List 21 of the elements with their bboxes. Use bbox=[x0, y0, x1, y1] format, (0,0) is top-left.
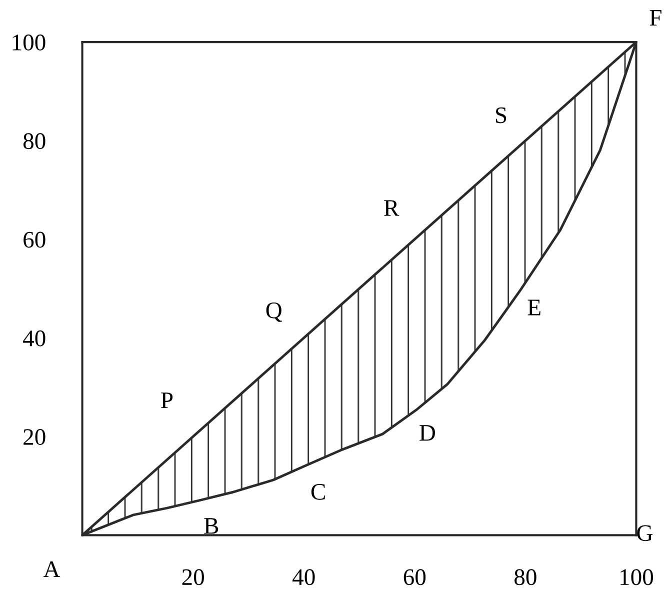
y-tick-label: 40 bbox=[23, 330, 46, 346]
x-tick-label: 40 bbox=[292, 569, 315, 586]
x-tick-label: 20 bbox=[182, 569, 204, 586]
y-tick-label: 100 bbox=[12, 34, 46, 50]
y-tick-label: 60 bbox=[24, 232, 46, 248]
x-tick-label: 80 bbox=[514, 569, 536, 586]
annotation: C bbox=[311, 484, 325, 500]
y-tick-label: 20 bbox=[24, 429, 46, 445]
annotation: D bbox=[420, 425, 435, 441]
annotation: S bbox=[496, 107, 506, 124]
annotation: Q bbox=[266, 302, 282, 322]
y-tick-label: 80 bbox=[23, 133, 46, 150]
annotation: R bbox=[384, 200, 400, 216]
text: G bbox=[637, 525, 653, 542]
annotation: B bbox=[204, 518, 218, 534]
annotation: A bbox=[43, 561, 60, 577]
annotation: F bbox=[650, 10, 662, 26]
x-tick-label: 100 bbox=[620, 569, 654, 586]
annotation: E bbox=[528, 300, 540, 316]
x-tick-label: 60 bbox=[404, 569, 426, 586]
annotation: P bbox=[161, 392, 173, 408]
